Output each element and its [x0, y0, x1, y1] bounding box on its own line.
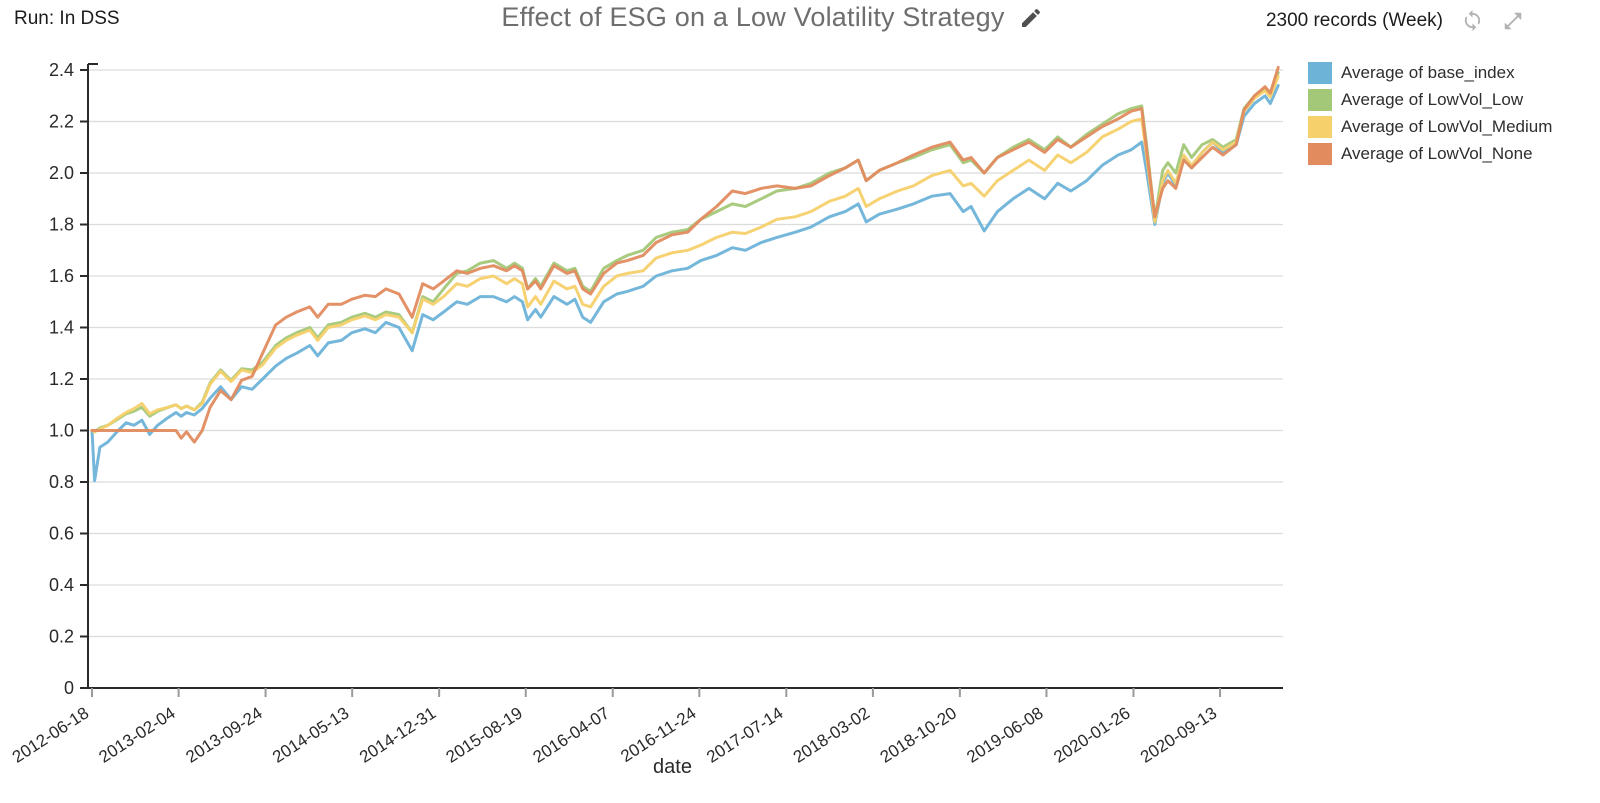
series-lines — [90, 65, 1280, 483]
refresh-icon[interactable] — [1461, 9, 1484, 32]
series-line — [90, 74, 1280, 434]
svg-text:1.4: 1.4 — [49, 318, 74, 338]
legend-swatch — [1308, 88, 1332, 111]
x-axis — [88, 687, 1283, 697]
gridlines — [88, 69, 1283, 638]
records-toolbar: 2300 records (Week) — [1266, 9, 1524, 32]
chart-header: Effect of ESG on a Low Volatility Strate… — [0, 2, 1600, 33]
svg-text:2017-07-14: 2017-07-14 — [703, 703, 786, 766]
series-line — [90, 65, 1280, 444]
svg-text:2.4: 2.4 — [49, 60, 74, 80]
svg-text:1.8: 1.8 — [49, 215, 74, 235]
legend-item: Average of LowVol_Low — [1308, 86, 1552, 113]
legend-swatch — [1308, 142, 1332, 165]
svg-text:1.0: 1.0 — [49, 421, 74, 441]
svg-text:2019-06-08: 2019-06-08 — [963, 703, 1046, 766]
svg-text:0.2: 0.2 — [49, 627, 74, 647]
svg-text:2014-05-13: 2014-05-13 — [269, 703, 352, 766]
svg-text:0.8: 0.8 — [49, 472, 74, 492]
edit-title-pencil-icon[interactable] — [1019, 6, 1043, 30]
svg-text:0.6: 0.6 — [49, 524, 74, 544]
svg-text:2015-08-19: 2015-08-19 — [443, 703, 526, 766]
legend-label: Average of LowVol_Medium — [1341, 116, 1553, 136]
svg-text:2013-09-24: 2013-09-24 — [182, 703, 265, 766]
expand-fullscreen-icon[interactable] — [1502, 10, 1524, 32]
x-axis-labels: 2012-06-18 2013-02-04 2013-09-24 2014-05-13… — [9, 703, 1220, 766]
legend-label: Average of LowVol_Low — [1341, 89, 1524, 109]
svg-text:2018-10-20: 2018-10-20 — [877, 703, 960, 766]
svg-text:2.2: 2.2 — [49, 112, 74, 132]
run-context-label: Run: In DSS — [14, 8, 120, 29]
legend-item: Average of base_index — [1308, 59, 1552, 86]
svg-text:1.6: 1.6 — [49, 266, 74, 286]
legend-swatch — [1308, 61, 1332, 84]
y-axis-labels: 0 0.2 0.4 0.6 0.8 1.0 1.2 1.4 1.6 1.8 2.0 2.2 2.4 — [49, 60, 74, 698]
series-line — [90, 84, 1280, 483]
svg-text:0.4: 0.4 — [49, 575, 74, 595]
svg-text:2014-12-31: 2014-12-31 — [356, 703, 439, 766]
legend-item: Average of LowVol_Medium — [1308, 113, 1552, 140]
legend-label: Average of LowVol_None — [1341, 143, 1533, 163]
svg-text:0: 0 — [64, 678, 74, 698]
legend-label: Average of base_index — [1341, 62, 1515, 82]
x-axis-title: date — [653, 756, 692, 778]
svg-text:2013-02-04: 2013-02-04 — [95, 703, 178, 766]
page-title: Effect of ESG on a Low Volatility Strate… — [501, 2, 1005, 32]
legend-swatch — [1308, 115, 1332, 138]
chart-legend: Average of base_index Average of LowVol_… — [1308, 59, 1552, 167]
svg-text:2020-01-26: 2020-01-26 — [1050, 703, 1133, 766]
svg-text:2016-04-07: 2016-04-07 — [530, 703, 613, 766]
y-axis — [80, 63, 98, 689]
records-count-label: 2300 records (Week) — [1265, 9, 1443, 31]
legend-item: Average of LowVol_None — [1308, 140, 1552, 167]
svg-text:1.2: 1.2 — [49, 369, 74, 389]
svg-text:2020-09-13: 2020-09-13 — [1137, 703, 1220, 766]
svg-text:2018-03-02: 2018-03-02 — [790, 703, 873, 766]
svg-text:2.0: 2.0 — [49, 163, 74, 183]
svg-text:2012-06-18: 2012-06-18 — [9, 703, 92, 766]
